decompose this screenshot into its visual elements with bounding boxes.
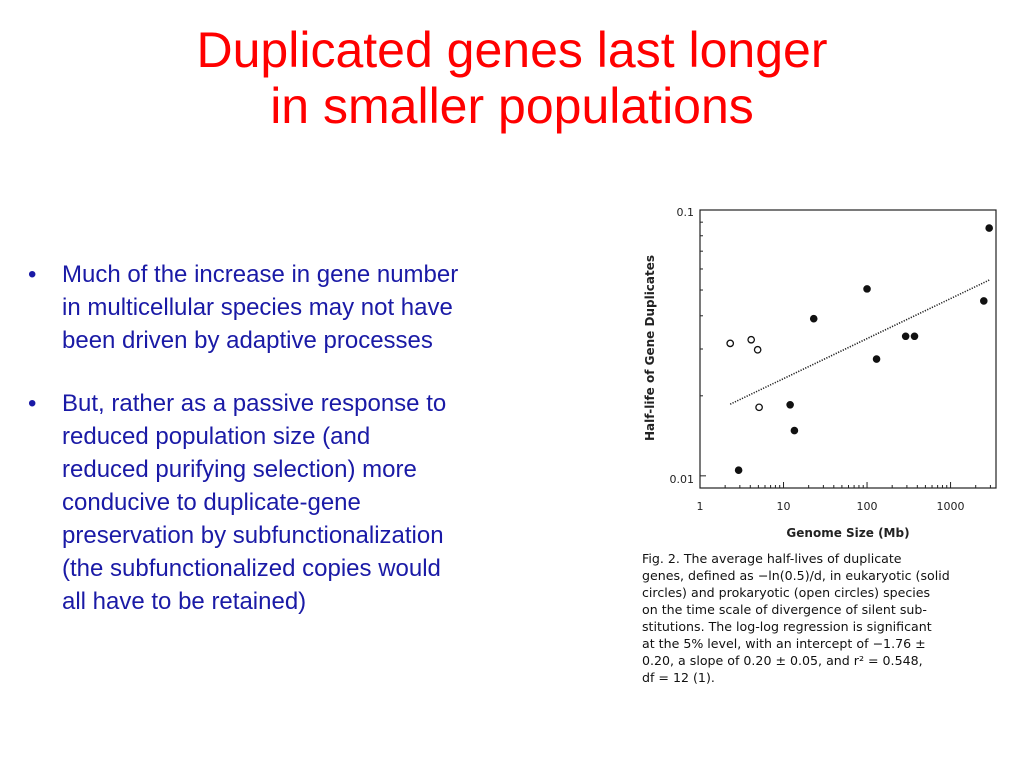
bullet-line: But, rather as a passive response to — [62, 390, 447, 417]
y-tick-label: 0.1 — [677, 206, 695, 219]
solid-point — [790, 426, 799, 435]
bullet-line: reduced population size (and — [62, 423, 371, 450]
caption-line: genes, defined as −ln(0.5)/d, in eukaryo… — [642, 568, 950, 583]
caption-line: circles) and prokaryotic (open circles) … — [642, 585, 931, 600]
caption-line: stitutions. The log-log regression is si… — [642, 619, 932, 634]
bullet-line: preservation by subfunctionalization — [62, 522, 444, 549]
x-axis-label: Genome Size (Mb) — [786, 526, 909, 540]
bullet-item-1: • Much of the increase in gene number in… — [22, 258, 632, 357]
scatter-chart: 0.1 0.01 1 10 100 1000 Genome Size (Mb) … — [643, 206, 997, 540]
bullet-item-2: • But, rather as a passive response to r… — [22, 387, 632, 618]
plot-frame — [699, 209, 997, 489]
x-tick-label: 1000 — [937, 500, 965, 513]
y-axis-label: Half-life of Gene Duplicates — [643, 255, 657, 441]
solid-point — [979, 297, 988, 305]
solid-point — [872, 355, 881, 363]
bullet-line: reduced purifying selection) more — [62, 456, 417, 483]
figure: 0.1 0.01 1 10 100 1000 Genome Size (Mb) … — [638, 196, 998, 716]
bullet-line: Much of the increase in gene number — [62, 261, 459, 288]
bullet-line: in multicellular species may not have — [62, 294, 453, 321]
caption-line: 0.20, a slope of 0.20 ± 0.05, and r² = 0… — [642, 653, 923, 668]
regression-line — [729, 279, 990, 405]
solid-point — [985, 224, 993, 232]
bullet-text: Much of the increase in gene number in m… — [62, 258, 632, 357]
figure-caption: Fig. 2. The average half-lives of duplic… — [642, 550, 992, 686]
caption-line: df = 12 (1). — [642, 670, 715, 685]
solid-point — [809, 314, 818, 323]
open-point — [747, 335, 756, 344]
bullet-line: been driven by adaptive processes — [62, 327, 433, 354]
y-tick-label: 0.01 — [670, 473, 695, 486]
solid-point — [786, 401, 794, 409]
x-tick-label: 10 — [777, 500, 791, 513]
bullet-line: all have to be retained) — [62, 588, 307, 615]
solid-point — [910, 332, 919, 341]
open-point — [753, 345, 762, 354]
open-point — [755, 403, 763, 412]
slide-title-line-1: Duplicated genes last longer — [196, 22, 828, 78]
bullet-list: • Much of the increase in gene number in… — [22, 258, 632, 648]
solid-point — [863, 285, 871, 293]
open-point — [726, 339, 735, 348]
bullet-line: (the subfunctionalized copies would — [62, 555, 441, 582]
slide-title-line-2: in smaller populations — [270, 78, 754, 134]
solid-point — [734, 466, 743, 475]
bullet-text: But, rather as a passive response to red… — [62, 387, 632, 618]
caption-line: Fig. 2. The average half-lives of duplic… — [642, 551, 902, 566]
caption-line: on the time scale of divergence of silen… — [642, 602, 927, 617]
bullet-marker: • — [28, 261, 37, 288]
x-tick-label: 100 — [857, 500, 878, 513]
solid-point — [901, 332, 910, 341]
x-tick-label: 1 — [697, 500, 704, 513]
bullet-line: conducive to duplicate-gene — [62, 489, 361, 516]
slide-title: Duplicated genes last longer in smaller … — [0, 22, 1024, 134]
caption-line: at the 5% level, with an intercept of −1… — [642, 636, 926, 651]
bullet-marker: • — [28, 390, 37, 417]
